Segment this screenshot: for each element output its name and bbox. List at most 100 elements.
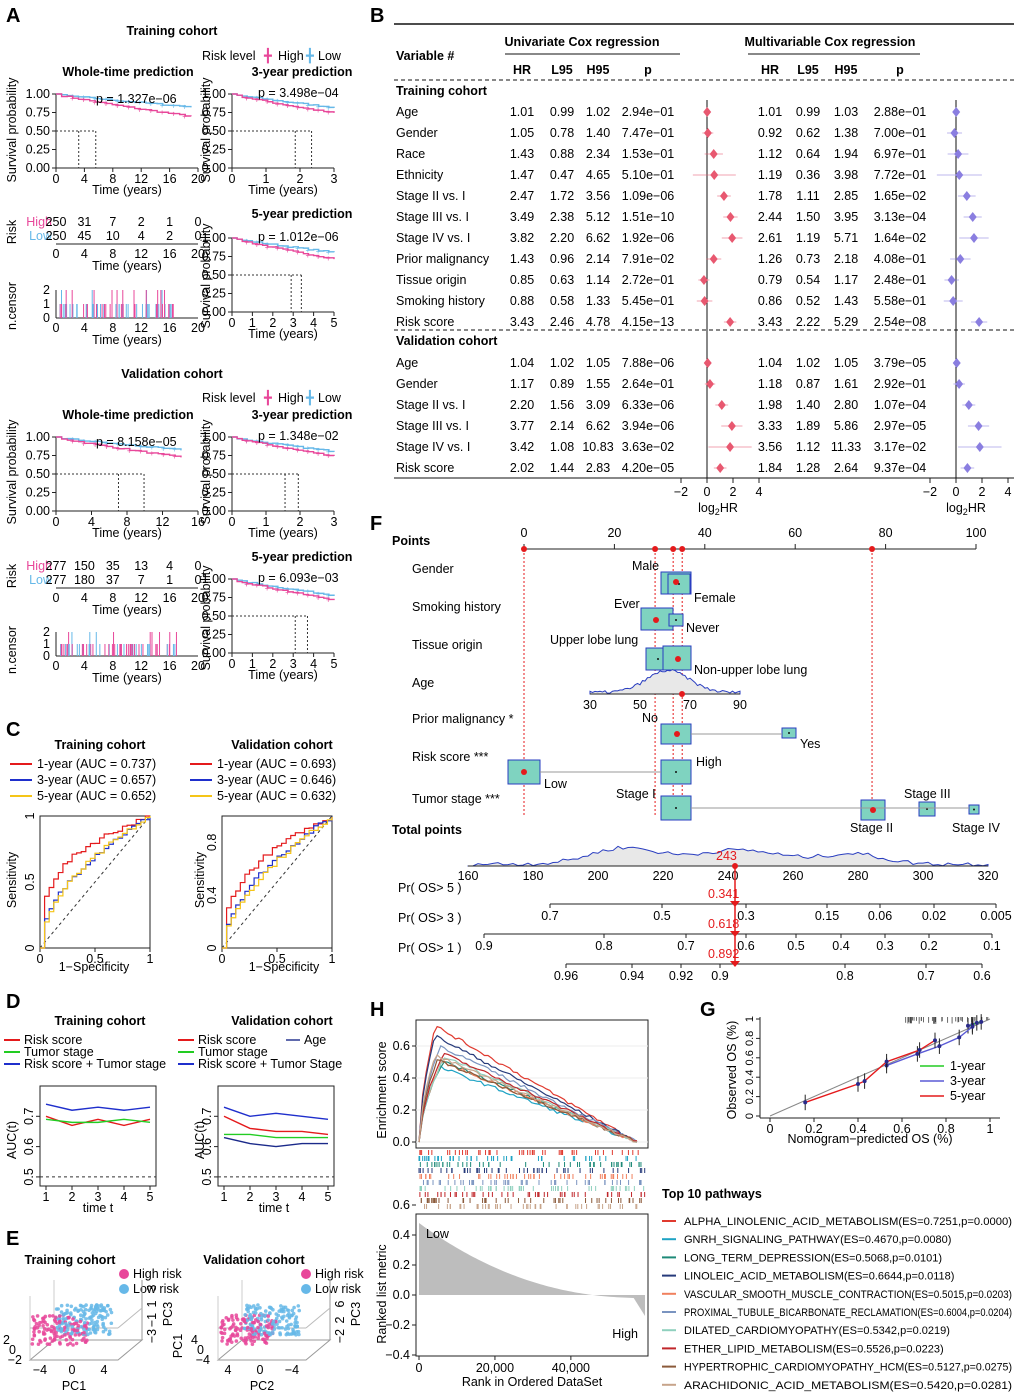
e-right-point [297,1332,301,1337]
f-points-tick-label: 40 [698,526,712,540]
a-val-5y-low-curve [232,578,335,596]
a-val-ncensor-xtick-label: 4 [81,659,88,673]
d-left-ytick-label: 0.6 [22,1138,36,1155]
d-left-frame [39,1085,157,1187]
f-total-tick-label: 240 [718,869,739,883]
a-train-whole-low-curve-censor-mark: + [81,93,86,102]
e-left-xtick-label: −4 [33,1363,47,1377]
b-train-multi-L95: 2.22 [796,315,820,329]
a-val-whole-low-curve-censor-mark: + [127,441,132,450]
f-os5-tick-label: 0.3 [737,909,754,923]
a-train-3y-low-curve-censor-mark: + [295,99,300,108]
a-val-3y-ytick-label: 0.50 [202,467,226,481]
b-val-multi-L95: 1.12 [796,440,820,454]
a-train-risk-high-count: 31 [77,215,91,229]
c-legend-item: 1-year (AUC = 0.737) [37,757,156,771]
g-ytick-label: 0.8 [744,1031,756,1046]
a-train-5y-high-curve [232,237,335,260]
b-train-var-label: Tissue origin [396,273,466,287]
c-left-xtick-label: 0.5 [86,952,103,966]
a-train-whole-ytick-label: 0.75 [26,106,50,120]
b-val-multi-L95: 1.28 [796,461,820,475]
d-right-legend-item: Risk score [198,1033,256,1047]
g-point [862,1079,867,1084]
e-right-point [279,1304,283,1308]
a-val-3y-ytick-label: 0.25 [202,486,226,500]
panel-b: Variable # Univariate Cox regression Mul… [394,23,1014,517]
c-right-ytick-label: 0.4 [205,886,219,903]
a-train-whole-plot: 0.000.250.500.751.000 4 8 12 16 20+ + + + + + + + + + +… [26,87,205,197]
c-right-xtick-label: 0 [219,952,226,966]
e-left-point [79,1324,84,1329]
a-val-whole-high-curve-censor-mark: + [138,447,143,456]
a-train-risk-low-count: 45 [77,229,91,243]
b-val-multi-L95: 0.87 [796,377,820,391]
pathway-item: VASCULAR_SMOOTH_MUSCLE_CONTRACTION(ES=0.… [684,1289,1012,1301]
b-multi-col-HR: HR [761,63,779,77]
e-right-point [263,1340,267,1345]
a-val-risk-xlabel: Time (years) [92,603,162,617]
a-train-5y-high-curve-censor-mark: + [265,243,270,252]
f-age-tick-label: 90 [733,698,747,712]
a-train-risk-low-count: 10 [106,229,120,243]
a-train-3y-high-curve-censor-mark: + [255,96,260,105]
a-val-ncensor-xtick-label: 16 [163,659,177,673]
panel-label-a: A [6,5,20,27]
e-left-point [58,1342,62,1346]
b-val-multi-p: 1.07e−04 [874,398,927,412]
f-os5-value: 0.341 [708,887,739,901]
b-val-multi-p: 3.17e−02 [874,440,927,454]
h-es-ytick-label: 0.6 [393,1039,410,1053]
c-legend-item: 5-year (AUC = 0.652) [37,789,156,803]
e-right-point [224,1316,229,1320]
b-train-multi-HR: 1.26 [758,252,782,266]
e-left-point [42,1326,47,1331]
a-train-risk-low-count: 0 [195,229,202,243]
b-val-uni-H95: 10.83 [582,440,613,454]
d-left-xtick-label: 3 [95,1190,102,1204]
b-val-uni-p: 6.33e−06 [622,398,675,412]
b-forest-xtick-label: −2 [674,485,688,499]
e-left-point [35,1314,40,1318]
b-train-multi-HR: 0.86 [758,294,782,308]
b-train-multi-p: 1.65e−02 [874,189,927,203]
f-os3-tick-label: 0.8 [595,939,612,953]
f-total-tick-label: 300 [913,869,934,883]
e-right-point [296,1304,301,1308]
b-forest-xtick-label: 4 [1005,485,1012,499]
g-point [970,1024,975,1029]
a-val-whole-low-curve-censor-mark: + [115,440,120,449]
b-train-uni-hr-diamond [710,170,719,180]
a-train-3y-ytick-label: 0.25 [202,143,226,157]
e-right-ztick-label: 6 [333,1300,347,1307]
f-prior-yes: Yes [800,737,820,751]
e-left-point [76,1309,80,1313]
e-left-point [75,1328,80,1333]
a-train-whole-low-curve-censor-mark: + [149,99,154,108]
e-right-point [268,1305,273,1310]
a-train-3y-high-curve-censor-mark: + [295,103,300,112]
b-validation-section: Validation cohort [396,334,498,348]
a-risk-level-label: Risk level [202,49,256,63]
d-left-legend-item: Risk score [24,1033,82,1047]
e-right-point [266,1318,271,1322]
b-train-multi-hr-diamond [969,233,978,243]
f-os3-tick-label: 0.2 [920,939,937,953]
b-training-section: Training cohort [396,84,488,98]
a-train-5y-high-curve-censor-mark: + [295,248,300,257]
b-multivariable-header: Multivariable Cox regression [745,35,916,49]
b-train-uni-hr-diamond [703,107,712,117]
a-val-whole-ytick-label: 0.25 [26,486,50,500]
b-train-uni-p: 1.92e−06 [622,231,675,245]
b-train-uni-HR: 1.05 [510,126,534,140]
b-val-uni-HR: 2.20 [510,398,534,412]
f-os3-tick-label: 0.1 [983,939,1000,953]
g-xtick-label: 1 [987,1122,994,1136]
a-val-3y-high-curve-censor-mark: + [316,449,321,458]
a-val-whole-high-curve-censor-mark: + [161,450,166,459]
e-left-point [30,1337,35,1342]
b-train-uni-hr-diamond [728,233,737,243]
d-left-xtick-label: 2 [69,1190,76,1204]
a-val-risk-xtick-label: 20 [191,591,205,605]
c-left-xlabel: 1−Specificity [59,960,130,974]
